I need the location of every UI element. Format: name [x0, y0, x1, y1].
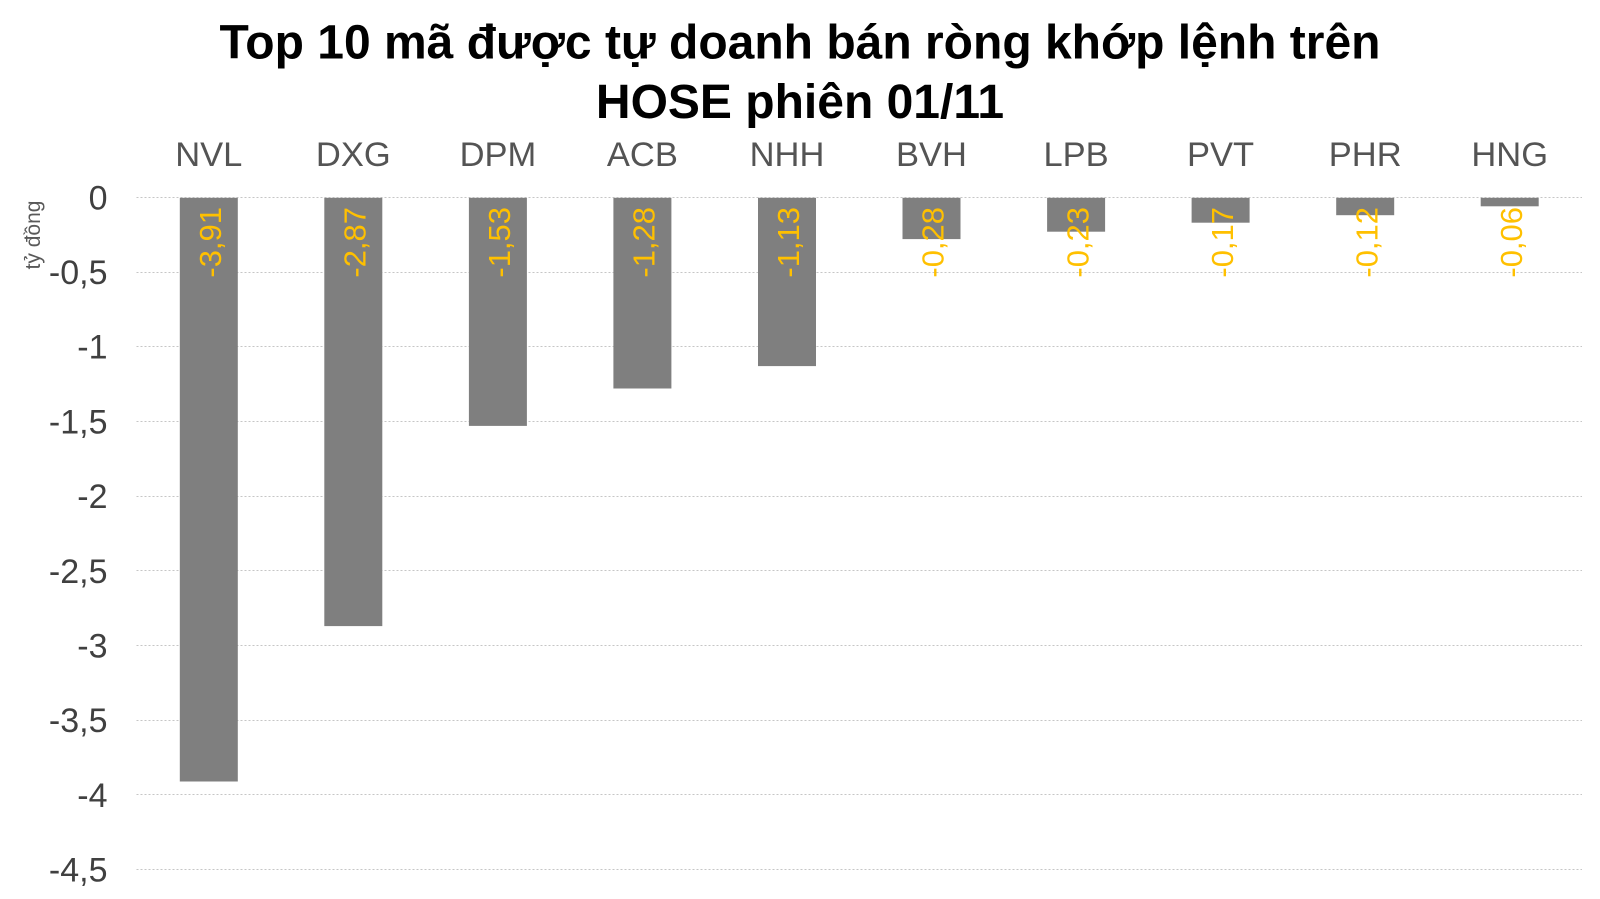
svg-text:HNG: HNG — [1471, 136, 1548, 174]
svg-text:Top 10 mã được tự doanh bán rò: Top 10 mã được tự doanh bán ròng khớp lệ… — [220, 17, 1381, 70]
svg-text:tỷ đồng: tỷ đồng — [22, 201, 45, 270]
svg-text:-0,5: -0,5 — [49, 254, 108, 292]
svg-text:-0,12: -0,12 — [1349, 207, 1384, 278]
svg-text:DXG: DXG — [316, 136, 391, 174]
svg-text:NHH: NHH — [750, 136, 825, 174]
svg-text:-0,17: -0,17 — [1205, 207, 1240, 278]
svg-text:NVL: NVL — [175, 136, 242, 174]
svg-text:LPB: LPB — [1043, 136, 1108, 174]
svg-text:HOSE phiên 01/11: HOSE phiên 01/11 — [596, 76, 1004, 129]
svg-text:0: 0 — [89, 179, 108, 217]
svg-text:-2,5: -2,5 — [49, 553, 108, 591]
svg-text:-2,87: -2,87 — [338, 207, 373, 278]
svg-text:BVH: BVH — [896, 136, 967, 174]
svg-text:-3: -3 — [77, 628, 107, 666]
svg-text:PHR: PHR — [1329, 136, 1402, 174]
svg-text:-1,5: -1,5 — [49, 403, 108, 441]
svg-text:-1: -1 — [77, 329, 107, 367]
svg-text:PVT: PVT — [1187, 136, 1254, 174]
svg-text:-3,5: -3,5 — [49, 702, 108, 740]
svg-text:-0,23: -0,23 — [1060, 207, 1095, 278]
svg-text:-4: -4 — [77, 777, 107, 815]
svg-text:-1,53: -1,53 — [482, 207, 517, 278]
svg-text:DPM: DPM — [460, 136, 537, 174]
svg-text:-2: -2 — [77, 478, 107, 516]
svg-text:-3,91: -3,91 — [193, 207, 228, 278]
svg-text:-4,5: -4,5 — [49, 852, 108, 890]
svg-text:-0,06: -0,06 — [1494, 207, 1529, 278]
svg-text:-1,13: -1,13 — [771, 207, 806, 278]
svg-text:-1,28: -1,28 — [627, 207, 662, 278]
svg-text:ACB: ACB — [607, 136, 678, 174]
svg-text:-0,28: -0,28 — [916, 207, 951, 278]
